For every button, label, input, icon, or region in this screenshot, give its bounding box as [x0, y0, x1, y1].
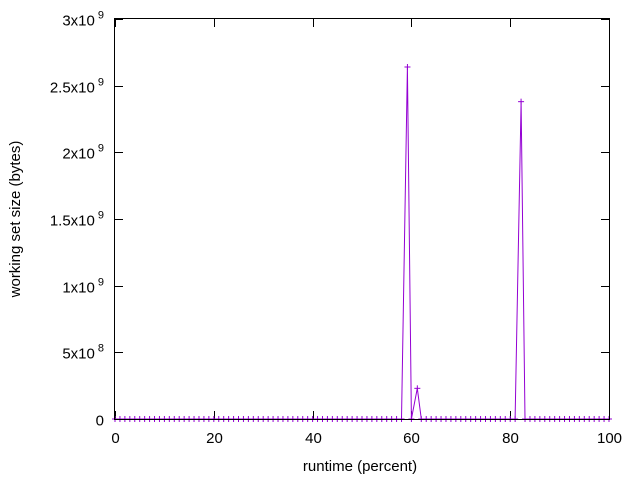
y-tick-exponent: 9: [98, 77, 104, 89]
x-tick-label: 20: [206, 430, 223, 447]
y-tick-label: 2x10 9: [62, 143, 104, 163]
y-tick-mantissa: 0: [96, 413, 104, 430]
x-tick-label: 60: [403, 430, 420, 447]
x-axis-ticks: 0 20 40 60 80 100: [111, 19, 622, 447]
y-tick-label: 3x10 9: [62, 10, 104, 30]
y-tick-exponent: 8: [98, 343, 104, 355]
y-tick-label: 2.5x10 9: [50, 77, 104, 97]
series-line: [115, 66, 609, 420]
y-tick-label: 0: [96, 413, 104, 430]
y-tick-label: 1x10 9: [62, 277, 104, 297]
y-tick-exponent: 9: [98, 10, 104, 22]
y-tick-mantissa: 3x10: [62, 13, 95, 30]
y-tick-exponent: 9: [98, 210, 104, 222]
x-axis-label: runtime (percent): [303, 458, 417, 475]
x-tick-label: 40: [305, 430, 322, 447]
data-point-marker: [518, 98, 525, 105]
y-tick-exponent: 9: [98, 143, 104, 155]
x-tick-label: 0: [111, 430, 119, 447]
data-point-marker: [404, 64, 411, 70]
x-tick-label: 100: [597, 430, 622, 447]
y-tick-label: 5x10 8: [62, 343, 104, 363]
data-point-marker: [414, 385, 421, 392]
series-layer: [112, 64, 612, 422]
y-tick-mantissa: 2x10: [62, 146, 95, 163]
y-axis-label: working set size (bytes): [7, 141, 24, 299]
y-tick-mantissa: 1x10: [62, 280, 95, 297]
y-tick-exponent: 9: [98, 277, 104, 289]
x-tick-label: 80: [502, 430, 519, 447]
y-tick-mantissa: 2.5x10: [50, 80, 95, 97]
y-tick-mantissa: 1.5x10: [50, 213, 95, 230]
plot-frame: [114, 18, 610, 420]
y-tick-label: 1.5x10 9: [50, 210, 104, 230]
y-tick-mantissa: 5x10: [62, 346, 95, 363]
